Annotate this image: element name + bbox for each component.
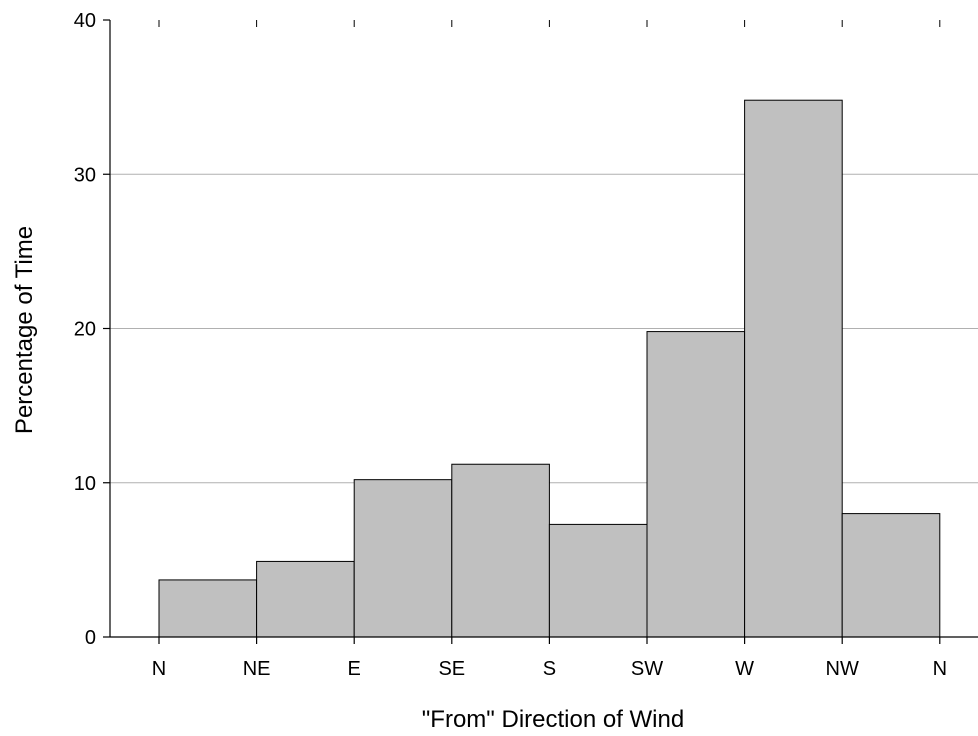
- bar-ne-e: [256, 560, 355, 638]
- y-axis-title: Percentage of Time: [11, 226, 38, 434]
- x-tick-label-4: S: [543, 658, 556, 680]
- bar-e-se: [353, 479, 453, 638]
- bar-n-ne: [158, 579, 258, 638]
- tick-labels: 0 10 20 30 40 N NE E SE S SW W NW N: [74, 10, 947, 680]
- y-tick-label-40: 40: [74, 10, 96, 32]
- y-tick-label-20: 20: [74, 319, 96, 341]
- bar-sw-w: [646, 331, 746, 638]
- x-tick-label-1: NE: [243, 658, 271, 680]
- bar-w-nw: [744, 99, 843, 638]
- bar-nw-n: [841, 513, 941, 638]
- bar-s-sw: [548, 523, 648, 638]
- x-tick-label-6: W: [735, 658, 754, 680]
- x-tick-label-3: SE: [438, 658, 465, 680]
- x-tick-label-5: SW: [631, 658, 663, 680]
- grid-lines: [110, 173, 978, 484]
- y-tick-label-30: 30: [74, 164, 96, 186]
- y-tick-label-10: 10: [74, 473, 96, 495]
- x-tick-label-7: NW: [826, 658, 859, 680]
- x-axis-title: "From" Direction of Wind: [422, 706, 684, 733]
- axes: [103, 19, 978, 644]
- x-tick-label-0: N: [152, 658, 166, 680]
- bar-se-s: [451, 463, 550, 638]
- bars: [158, 99, 941, 638]
- x-tick-label-2: E: [348, 658, 361, 680]
- x-tick-label-8: N: [933, 658, 947, 680]
- y-tick-label-0: 0: [85, 627, 96, 649]
